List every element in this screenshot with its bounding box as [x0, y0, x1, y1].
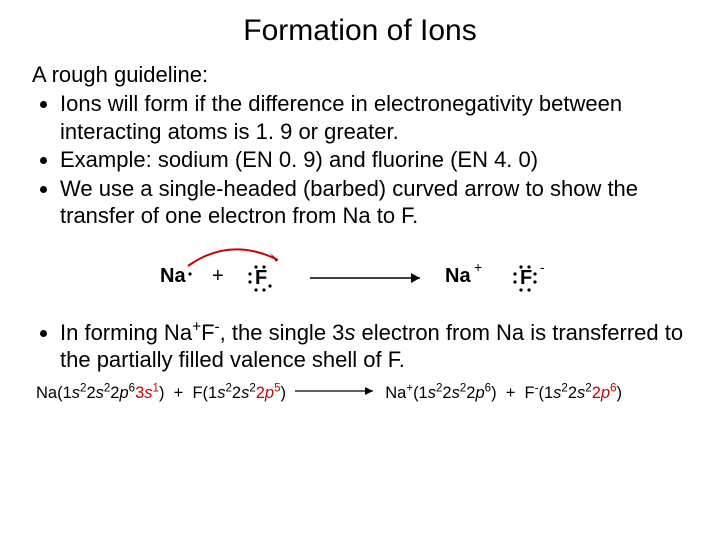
dot — [262, 288, 265, 291]
f-anion-charge: - — [540, 259, 545, 275]
dot — [248, 272, 251, 275]
page-title: Formation of Ions — [32, 14, 688, 48]
paren: ) — [491, 384, 497, 402]
paren: ) — [617, 384, 623, 402]
paren: ) — [159, 384, 165, 402]
f-anion-label: F — [525, 384, 535, 402]
orb-red: s — [144, 384, 152, 402]
dot — [254, 288, 257, 291]
paren: ) — [281, 384, 287, 402]
paren: (1 — [203, 384, 218, 402]
orb: s — [96, 384, 104, 402]
na-reactant-label: Na — [160, 265, 186, 287]
n: 2 — [86, 384, 95, 402]
paren: (1 — [413, 384, 428, 402]
electron-config-equation: Na(1s22s22p63s1) + F(1s22s22p5) Na+(1s22… — [32, 384, 688, 403]
na-cation-label: Na — [445, 265, 471, 287]
bullet-item: Example: sodium (EN 0. 9) and fluorine (… — [60, 146, 688, 174]
n-red: 2 — [592, 384, 601, 402]
electron-transfer-diagram: Na + F Na + F — [32, 240, 688, 305]
na-cation-charge: + — [474, 259, 482, 275]
plus: + — [506, 384, 516, 402]
orb: s — [428, 384, 436, 402]
n-red: 2 — [256, 384, 265, 402]
dot — [268, 284, 271, 287]
orb-red: p — [601, 384, 610, 402]
diagram1-svg: Na + F Na + F — [150, 240, 570, 300]
f-label: F — [192, 384, 202, 402]
orb: s — [72, 384, 80, 402]
n: 2 — [442, 384, 451, 402]
f-reactant-label: F — [255, 267, 267, 289]
bullet-item: We use a single-headed (barbed) curved a… — [60, 175, 688, 230]
bullet-list-a: Ions will form if the difference in elec… — [32, 90, 688, 230]
paren: (1 — [57, 384, 72, 402]
orb-red: p — [265, 384, 274, 402]
dot — [527, 288, 530, 291]
reaction-arrow-icon — [291, 384, 381, 403]
bullet-item: In forming Na+F-, the single 3s electron… — [60, 319, 688, 374]
curved-arrow-path — [188, 249, 278, 266]
f-anion-label: F — [520, 267, 532, 289]
bullet-item: Ions will form if the difference in elec… — [60, 90, 688, 145]
orb: s — [452, 384, 460, 402]
lead-text: A rough guideline: — [32, 62, 688, 88]
na-label: Na — [36, 384, 57, 402]
n-red: 3 — [135, 384, 144, 402]
text-span: , the single 3 — [220, 320, 345, 345]
dot — [513, 280, 516, 283]
plus: + — [174, 384, 184, 402]
n: 2 — [568, 384, 577, 402]
orb: p — [475, 384, 484, 402]
dot — [533, 272, 536, 275]
dot — [248, 280, 251, 283]
na-cation-label: Na — [385, 384, 406, 402]
dot — [513, 272, 516, 275]
superscript: + — [192, 318, 201, 335]
text-span-ital: s — [344, 320, 355, 345]
plus-sign: + — [212, 265, 224, 287]
slide-container: Formation of Ions A rough guideline: Ion… — [0, 0, 720, 413]
orb: p — [119, 384, 128, 402]
text-span: In forming Na — [60, 320, 192, 345]
reaction-arrow-head — [411, 273, 420, 283]
n: 2 — [232, 384, 241, 402]
dot — [533, 280, 536, 283]
text-span: F — [201, 320, 214, 345]
bullet-list-b: In forming Na+F-, the single 3s electron… — [32, 319, 688, 374]
dot — [519, 288, 522, 291]
na-radical-dot — [188, 272, 191, 275]
paren: (1 — [539, 384, 554, 402]
